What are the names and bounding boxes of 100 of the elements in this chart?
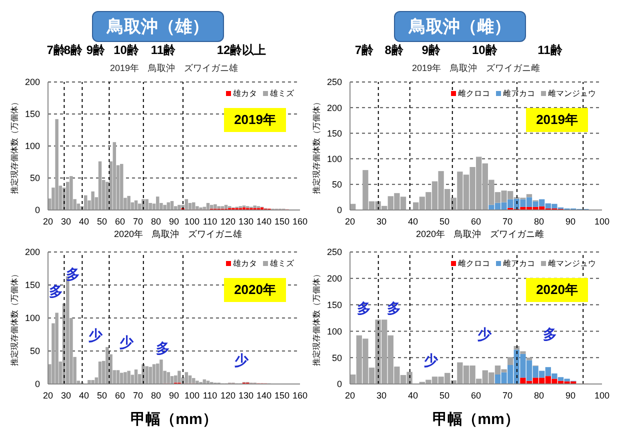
x-tick-label: 30 (376, 390, 387, 400)
legend-label: 雌マンジュウ (547, 88, 596, 99)
text: 11齢 (150, 43, 176, 58)
x-tick-label: 20 (344, 216, 356, 226)
y-axis-title: 推定現存個体数（万個体） (10, 98, 19, 194)
x-tick-label: 100 (594, 216, 610, 226)
x-tick-label: 160 (292, 216, 308, 226)
y-tick-label: 50 (332, 352, 342, 363)
x-tick-label: 140 (256, 390, 272, 400)
x-tick-label: 40 (408, 216, 418, 226)
x-tick-label: 110 (202, 216, 218, 226)
legend-label: 雌マンジュウ (547, 258, 596, 269)
x-tick-label: 120 (220, 216, 236, 226)
annotation: 少 (478, 326, 492, 342)
y-tick-label: 0 (34, 379, 40, 390)
y-axis-title: 推定現存個体数（万個体） (312, 98, 321, 194)
x-tick-label: 60 (470, 216, 482, 226)
x-tick-label: 40 (78, 390, 90, 400)
annotation: 2019年 (526, 108, 588, 132)
y-tick-label: 100 (24, 313, 40, 324)
x-tick-label: 140 (256, 216, 272, 226)
x-tick-label: 100 (594, 390, 610, 400)
x-tick-label: 50 (96, 390, 108, 400)
text: 8齢 (384, 43, 404, 58)
legend-label: 雄カタ (232, 258, 257, 269)
x-tick-label: 80 (534, 390, 544, 400)
x-tick-label: 120 (220, 390, 236, 400)
legend-label: 雄ミズ (269, 258, 294, 269)
chart-title: 2020年 鳥取沖 ズワイガニ雄 (112, 228, 244, 241)
y-tick-label: 100 (326, 154, 342, 164)
x-tick-label: 70 (132, 390, 144, 400)
x-tick-label: 70 (502, 390, 513, 400)
annotation: 多 (49, 283, 64, 300)
annotation: 少 (234, 352, 248, 368)
text: 7齢 (46, 43, 66, 58)
y-axis-title: 推定現存個体数（万個体） (312, 270, 321, 366)
x-tick-label: 90 (168, 216, 180, 226)
annotation: 2020年 (224, 278, 286, 302)
x-tick-label: 130 (238, 390, 254, 400)
y-tick-label: 0 (34, 205, 40, 216)
x-tick-label: 40 (408, 390, 418, 400)
text: 10齢 (114, 43, 139, 58)
y-axis-title: 推定現存個体数（万個体） (10, 270, 19, 366)
annotation: 少 (88, 327, 103, 344)
x-tick-label: 70 (132, 216, 144, 226)
annotation: 多 (543, 326, 558, 342)
x-tick-label: 20 (42, 216, 54, 226)
x-axis-title: 甲幅（mm） (432, 411, 520, 428)
legend-label: 雌クロコ (457, 88, 490, 99)
x-tick-label: 100 (184, 390, 200, 400)
y-tick-label: 200 (326, 102, 342, 113)
y-tick-label: 150 (326, 300, 342, 310)
annotation: 少 (119, 334, 134, 350)
chart-title: 鳥取沖（雄） (92, 11, 224, 42)
x-tick-label: 50 (96, 216, 108, 226)
y-tick-label: 150 (24, 109, 40, 120)
x-tick-label: 70 (502, 216, 513, 226)
text: 9齢 (86, 43, 106, 58)
y-tick-label: 200 (326, 274, 342, 284)
y-tick-label: 50 (332, 180, 342, 190)
chart-subtitle: 2019年 鳥取沖 ズワイガニ雄 (108, 62, 240, 75)
legend-label: 雄ミズ (269, 88, 294, 99)
y-tick-label: 200 (24, 247, 40, 258)
text: 11齢 (538, 43, 562, 58)
x-tick-label: 50 (439, 390, 450, 400)
x-tick-label: 80 (150, 216, 162, 226)
y-tick-label: 250 (326, 77, 342, 88)
legend-label: 雌アカコ (502, 88, 535, 99)
x-tick-label: 130 (238, 216, 254, 226)
text: 7齢 (354, 43, 374, 58)
x-tick-label: 110 (202, 390, 218, 400)
x-tick-label: 20 (42, 390, 54, 400)
y-tick-label: 0 (336, 205, 342, 216)
text: 10齢 (472, 43, 498, 58)
x-tick-label: 90 (565, 390, 576, 400)
annotation: 多 (156, 340, 170, 356)
y-tick-label: 50 (30, 173, 40, 184)
text: 8齢 (64, 43, 83, 58)
y-tick-label: 100 (24, 141, 40, 152)
y-tick-label: 150 (24, 280, 40, 290)
legend-label: 雄カタ (232, 88, 257, 99)
x-tick-label: 50 (439, 216, 450, 226)
text: 12齢以上 (216, 43, 266, 58)
x-tick-label: 60 (470, 390, 482, 400)
x-tick-label: 30 (60, 390, 72, 400)
chart-title: 鳥取沖（雌） (394, 11, 526, 42)
y-tick-label: 200 (24, 77, 40, 88)
legend-label: 雌アカコ (502, 258, 535, 269)
x-tick-label: 90 (565, 216, 576, 226)
x-tick-label: 80 (534, 216, 544, 226)
y-tick-label: 100 (326, 326, 342, 336)
y-tick-label: 250 (326, 247, 342, 258)
annotation: 多 (357, 300, 372, 316)
x-tick-label: 150 (274, 390, 290, 400)
x-tick-label: 60 (114, 390, 126, 400)
x-tick-label: 30 (60, 216, 72, 226)
chart-subtitle: 2019年 鳥取沖 ズワイガニ雌 (410, 62, 542, 75)
x-tick-label: 20 (344, 390, 356, 400)
x-tick-label: 160 (292, 390, 308, 400)
x-tick-label: 60 (114, 216, 126, 226)
